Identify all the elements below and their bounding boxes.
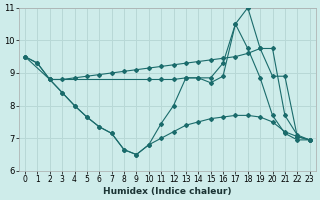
X-axis label: Humidex (Indice chaleur): Humidex (Indice chaleur) [103, 187, 232, 196]
